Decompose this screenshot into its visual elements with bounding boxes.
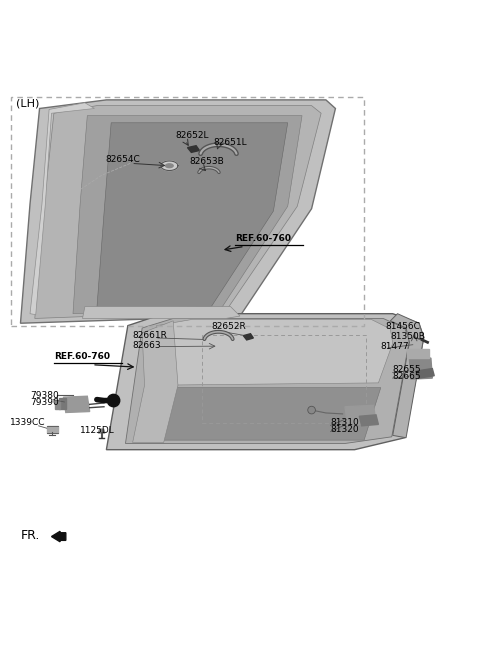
Text: 82651L: 82651L [214,138,247,147]
Polygon shape [345,405,376,425]
Polygon shape [243,334,253,340]
Text: REF.60-760: REF.60-760 [235,234,291,243]
Text: 82652R: 82652R [211,323,246,331]
Polygon shape [63,396,90,413]
Polygon shape [83,306,240,318]
Polygon shape [107,314,424,450]
Text: 81477: 81477 [381,342,409,350]
Text: 82661R: 82661R [132,331,168,340]
Polygon shape [59,398,66,409]
Polygon shape [98,429,105,433]
Polygon shape [360,415,378,426]
Polygon shape [21,100,336,323]
Circle shape [108,394,120,407]
Text: 82653B: 82653B [189,157,224,167]
Text: 1125DL: 1125DL [80,426,115,436]
Polygon shape [30,103,95,315]
Polygon shape [73,115,302,314]
Polygon shape [55,400,60,409]
Polygon shape [47,426,58,432]
Polygon shape [166,164,173,168]
Text: REF.60-760: REF.60-760 [54,352,110,361]
Text: 82652L: 82652L [176,131,209,140]
Text: 81320: 81320 [331,425,360,434]
Bar [202,335,366,423]
FancyArrow shape [51,531,66,542]
Text: 81456C: 81456C [385,323,420,331]
Text: (LH): (LH) [16,99,39,109]
Text: 1339CC: 1339CC [10,418,46,427]
Text: 82663: 82663 [132,340,161,350]
Polygon shape [188,146,199,152]
Text: 82655: 82655 [393,365,421,374]
Circle shape [308,406,315,414]
Bar [11,96,364,325]
Polygon shape [97,123,288,309]
Polygon shape [409,358,432,379]
Polygon shape [390,314,424,438]
Text: 82654C: 82654C [106,155,140,164]
Text: 82665: 82665 [393,372,421,381]
Polygon shape [417,369,434,378]
Polygon shape [161,161,178,171]
Polygon shape [147,319,393,385]
Text: 79380: 79380 [30,391,59,400]
Polygon shape [132,321,178,443]
Text: 81310: 81310 [331,418,360,427]
Polygon shape [407,350,429,358]
Polygon shape [35,106,321,318]
Text: 79390: 79390 [30,398,59,407]
Polygon shape [125,318,409,443]
Text: FR.: FR. [21,529,40,542]
Text: 81350B: 81350B [390,332,425,341]
Polygon shape [144,388,381,440]
